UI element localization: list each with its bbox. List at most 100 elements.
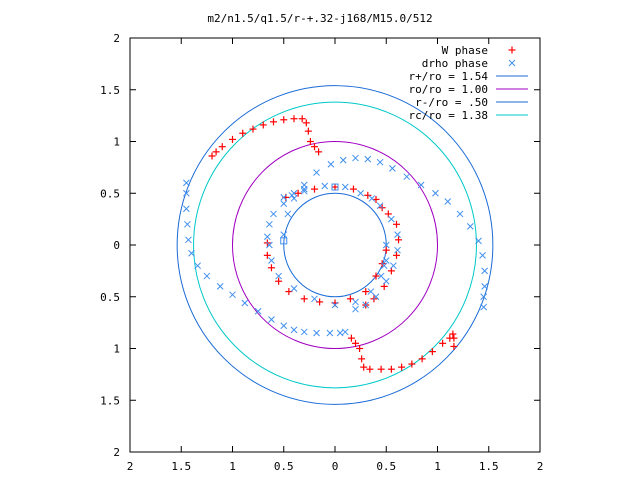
series-1-point-31-b (403, 173, 411, 181)
series-1-point-58 (394, 231, 401, 239)
series-1-point-48 (300, 187, 308, 195)
y-tick-label-3: 0.5 (100, 187, 120, 200)
series-1-point-59 (394, 246, 401, 254)
series-1-point-25-b (327, 160, 335, 168)
chart-title: m2/n1.5/q1.5/r-+.32-j168/M15.0/512 (207, 12, 432, 25)
series-1-point-45-b (270, 210, 277, 218)
circles-layer (176, 85, 494, 405)
series-0-point-54 (408, 360, 416, 368)
series-1-point-42-b (480, 303, 487, 311)
series-1 (183, 154, 489, 337)
series-1-point-61 (382, 277, 390, 285)
series-1-point-15 (300, 328, 308, 336)
series-0-point-42 (372, 272, 380, 280)
y-tick-label-5: 0.5 (100, 291, 120, 304)
series-0-point-37 (300, 295, 308, 303)
series-1-point-13 (280, 322, 288, 330)
series-1-point-5 (188, 249, 195, 257)
series-1-point-19 (341, 328, 349, 336)
series-0-point-49 (360, 363, 368, 371)
series-0-point-60 (450, 334, 458, 342)
legend-symbol-1 (508, 59, 516, 67)
series-1-point-8-b (216, 283, 224, 290)
legend-label-1: drho phase (422, 57, 488, 70)
series-1-point-40 (481, 283, 489, 290)
series-1-point-72 (275, 272, 282, 280)
series-0-point-2 (218, 143, 226, 151)
series-1-point-38-b (479, 251, 486, 259)
series-1-point-33-b (432, 189, 439, 197)
series-0-point-13 (306, 138, 314, 145)
series-0-point-26 (395, 236, 403, 244)
series-1-point-13-b (280, 322, 288, 330)
series-1-point-21 (284, 210, 292, 218)
series-1-point-56 (376, 202, 384, 210)
series-1-point-22-b (290, 195, 298, 202)
series-1-point-65-b (382, 257, 390, 264)
series-1-point-31 (403, 173, 411, 181)
series-1-point-57 (388, 215, 395, 223)
series-1-point-43 (263, 233, 271, 241)
series-1-point-9 (229, 291, 236, 299)
series-1-point-1-b (183, 189, 190, 197)
series-1-point-59-b (394, 246, 401, 254)
series-1-point-6-b (194, 262, 202, 270)
series-1-point-74 (266, 241, 273, 249)
series-1-point-2-b (183, 205, 190, 213)
series-1-point-20 (280, 231, 288, 239)
series-1-point-7 (203, 272, 211, 280)
series-0-point-53 (398, 363, 406, 371)
series-1-point-42 (480, 303, 487, 311)
series-1-point-25 (327, 160, 335, 168)
series-0-point-41 (362, 288, 370, 296)
series-1-point-37-b (475, 237, 482, 245)
series-1-point-73 (268, 257, 275, 264)
series-0-point-34 (267, 264, 275, 272)
series-1-point-53-b (341, 183, 349, 191)
x-tick-label-6: 1 (434, 460, 441, 473)
circle-1 (232, 141, 438, 349)
series-1-point-24 (313, 169, 320, 176)
series-0-point-0 (208, 152, 216, 160)
series-1-point-39-b (481, 267, 489, 275)
series-1-point-5-b (188, 249, 195, 257)
series-0-point-12 (304, 127, 312, 135)
series-1-point-57-b (388, 215, 395, 223)
series-1-point-17-b (326, 329, 334, 337)
series-0-point-27 (393, 251, 400, 259)
series-1-point-7-b (203, 272, 211, 280)
series-0-point-11 (302, 119, 310, 127)
series-1-point-54-b (357, 189, 364, 197)
series-1-point-40-b (481, 283, 489, 290)
series-1-point-75-b (382, 241, 390, 249)
series-0-point-52 (387, 365, 395, 373)
series-1-point-26 (339, 156, 347, 164)
series-1-point-10 (241, 299, 249, 307)
series-0-point-10 (298, 115, 306, 123)
series-1-point-61-b (382, 277, 390, 285)
series-1-point-11 (254, 307, 262, 315)
series-1-point-54 (357, 189, 364, 197)
series-1-point-52-b (321, 182, 329, 190)
series-1-point-71 (290, 285, 298, 292)
series-0-point-57 (439, 339, 447, 347)
circle-3 (193, 101, 477, 389)
legend-label-0: W phase (442, 44, 488, 57)
series-1-point-66 (377, 272, 385, 280)
series-1-point-68-b (352, 298, 359, 306)
series-1-point-21-b (284, 210, 292, 218)
series-1-point-51-b (300, 185, 308, 193)
series-0-point-35 (275, 277, 283, 285)
series-1-point-64 (352, 305, 359, 313)
series-1-point-55 (368, 195, 376, 202)
axes-layer: 2 1.5 1 0.5 0 0.5 1 1.5 221.510.500.511.52 (100, 32, 543, 473)
series-0-point-56 (428, 348, 436, 356)
x-tick-label-7: 1.5 (479, 460, 499, 473)
series-1-point-10-b (241, 299, 249, 307)
series-0-point-18 (311, 185, 318, 193)
series-0-point-21 (364, 191, 372, 199)
series-0-point-6 (259, 121, 267, 129)
series-1-point-8 (216, 283, 224, 290)
